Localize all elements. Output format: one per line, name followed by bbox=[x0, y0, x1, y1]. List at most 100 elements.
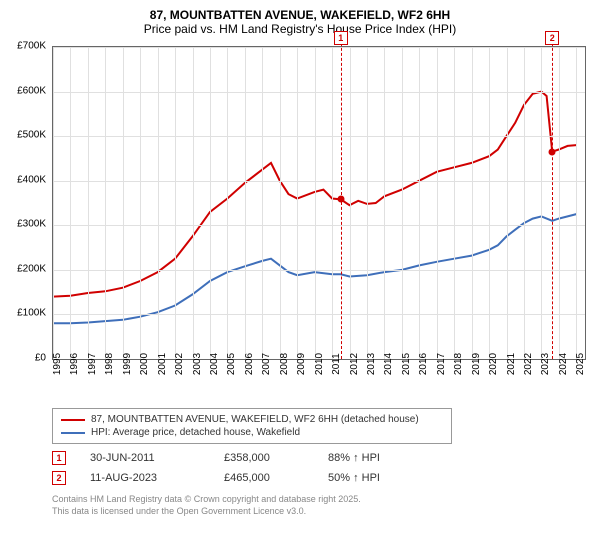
x-tick-label: 2010 bbox=[314, 353, 325, 375]
gridline-v bbox=[158, 47, 159, 359]
legend-item: HPI: Average price, detached house, Wake… bbox=[61, 426, 443, 439]
x-tick-label: 2012 bbox=[349, 353, 360, 375]
gridline-v bbox=[350, 47, 351, 359]
gridline-v bbox=[419, 47, 420, 359]
gridline-v bbox=[210, 47, 211, 359]
line-chart-svg bbox=[53, 47, 585, 359]
marker-pct: 50% ↑ HPI bbox=[328, 472, 380, 484]
chart-subtitle: Price paid vs. HM Land Registry's House … bbox=[10, 22, 590, 36]
x-tick-label: 2011 bbox=[331, 353, 342, 375]
x-tick-label: 2009 bbox=[296, 353, 307, 375]
gridline-v bbox=[559, 47, 560, 359]
gridline-v bbox=[315, 47, 316, 359]
x-tick-label: 2022 bbox=[523, 353, 534, 375]
gridline-v bbox=[175, 47, 176, 359]
x-tick-label: 1998 bbox=[104, 353, 115, 375]
legend: 87, MOUNTBATTEN AVENUE, WAKEFIELD, WF2 6… bbox=[52, 408, 452, 444]
gridline-h bbox=[53, 136, 585, 137]
x-tick-label: 2024 bbox=[558, 353, 569, 375]
gridline-v bbox=[489, 47, 490, 359]
x-tick-label: 1997 bbox=[87, 353, 98, 375]
x-tick-label: 2006 bbox=[244, 353, 255, 375]
x-axis: 1995199619971998199920002001200220032004… bbox=[52, 362, 586, 402]
x-tick-label: 2025 bbox=[575, 353, 586, 375]
chart-title: 87, MOUNTBATTEN AVENUE, WAKEFIELD, WF2 6… bbox=[10, 8, 590, 22]
gridline-h bbox=[53, 225, 585, 226]
x-tick-label: 2016 bbox=[418, 353, 429, 375]
y-tick-label: £0 bbox=[35, 353, 46, 364]
y-tick-label: £600K bbox=[17, 85, 46, 96]
gridline-v bbox=[384, 47, 385, 359]
gridline-v bbox=[297, 47, 298, 359]
marker-id-box: 1 bbox=[52, 451, 66, 465]
gridline-v bbox=[280, 47, 281, 359]
gridline-v bbox=[576, 47, 577, 359]
x-tick-label: 2004 bbox=[209, 353, 220, 375]
y-tick-label: £200K bbox=[17, 263, 46, 274]
x-tick-label: 2007 bbox=[261, 353, 272, 375]
legend-label: HPI: Average price, detached house, Wake… bbox=[91, 427, 300, 438]
marker-dot bbox=[549, 148, 556, 155]
x-tick-label: 2001 bbox=[157, 353, 168, 375]
marker-table: 130-JUN-2011£358,00088% ↑ HPI211-AUG-202… bbox=[52, 448, 580, 488]
x-tick-label: 2005 bbox=[226, 353, 237, 375]
legend-label: 87, MOUNTBATTEN AVENUE, WAKEFIELD, WF2 6… bbox=[91, 414, 419, 425]
gridline-v bbox=[245, 47, 246, 359]
marker-price: £358,000 bbox=[224, 452, 304, 464]
chart-container: 87, MOUNTBATTEN AVENUE, WAKEFIELD, WF2 6… bbox=[0, 0, 600, 560]
gridline-v bbox=[332, 47, 333, 359]
plot-box: 12 bbox=[52, 46, 586, 360]
y-tick-label: £700K bbox=[17, 41, 46, 52]
y-tick-label: £100K bbox=[17, 308, 46, 319]
x-tick-label: 2015 bbox=[401, 353, 412, 375]
gridline-v bbox=[454, 47, 455, 359]
marker-line bbox=[552, 33, 553, 359]
x-tick-label: 2008 bbox=[279, 353, 290, 375]
x-tick-label: 2000 bbox=[139, 353, 150, 375]
gridline-v bbox=[53, 47, 54, 359]
footer-line1: Contains HM Land Registry data © Crown c… bbox=[52, 494, 580, 506]
x-tick-label: 2014 bbox=[383, 353, 394, 375]
gridline-h bbox=[53, 47, 585, 48]
gridline-v bbox=[541, 47, 542, 359]
gridline-v bbox=[88, 47, 89, 359]
gridline-h bbox=[53, 92, 585, 93]
gridline-v bbox=[105, 47, 106, 359]
x-tick-label: 2021 bbox=[506, 353, 517, 375]
y-tick-label: £300K bbox=[17, 219, 46, 230]
footer-attribution: Contains HM Land Registry data © Crown c… bbox=[52, 494, 580, 517]
marker-dot bbox=[337, 196, 344, 203]
gridline-v bbox=[507, 47, 508, 359]
x-tick-label: 2002 bbox=[174, 353, 185, 375]
marker-table-row: 2 11-AUG-2023 £465,000 50% ↑ HPI bbox=[52, 468, 580, 488]
marker-price: £465,000 bbox=[224, 472, 304, 484]
legend-swatch bbox=[61, 419, 85, 421]
y-tick-label: £400K bbox=[17, 174, 46, 185]
x-tick-label: 2018 bbox=[453, 353, 464, 375]
y-axis: £0£100K£200K£300K£400K£500K£600K£700K bbox=[10, 46, 50, 360]
gridline-v bbox=[262, 47, 263, 359]
gridline-v bbox=[70, 47, 71, 359]
marker-id-box: 2 bbox=[52, 471, 66, 485]
x-tick-label: 2013 bbox=[366, 353, 377, 375]
y-tick-label: £500K bbox=[17, 130, 46, 141]
gridline-v bbox=[472, 47, 473, 359]
gridline-h bbox=[53, 181, 585, 182]
x-tick-label: 2003 bbox=[192, 353, 203, 375]
footer-line2: This data is licensed under the Open Gov… bbox=[52, 506, 580, 518]
gridline-v bbox=[402, 47, 403, 359]
marker-date: 11-AUG-2023 bbox=[90, 472, 200, 484]
x-tick-label: 2017 bbox=[436, 353, 447, 375]
x-tick-label: 1995 bbox=[52, 353, 63, 375]
x-tick-label: 1996 bbox=[69, 353, 80, 375]
marker-date: 30-JUN-2011 bbox=[90, 452, 200, 464]
x-tick-label: 1999 bbox=[122, 353, 133, 375]
x-tick-label: 2023 bbox=[540, 353, 551, 375]
gridline-v bbox=[123, 47, 124, 359]
legend-swatch bbox=[61, 432, 85, 434]
gridline-v bbox=[437, 47, 438, 359]
marker-box: 2 bbox=[545, 31, 559, 45]
marker-table-row: 130-JUN-2011£358,00088% ↑ HPI bbox=[52, 448, 580, 468]
marker-box: 1 bbox=[334, 31, 348, 45]
gridline-h bbox=[53, 270, 585, 271]
